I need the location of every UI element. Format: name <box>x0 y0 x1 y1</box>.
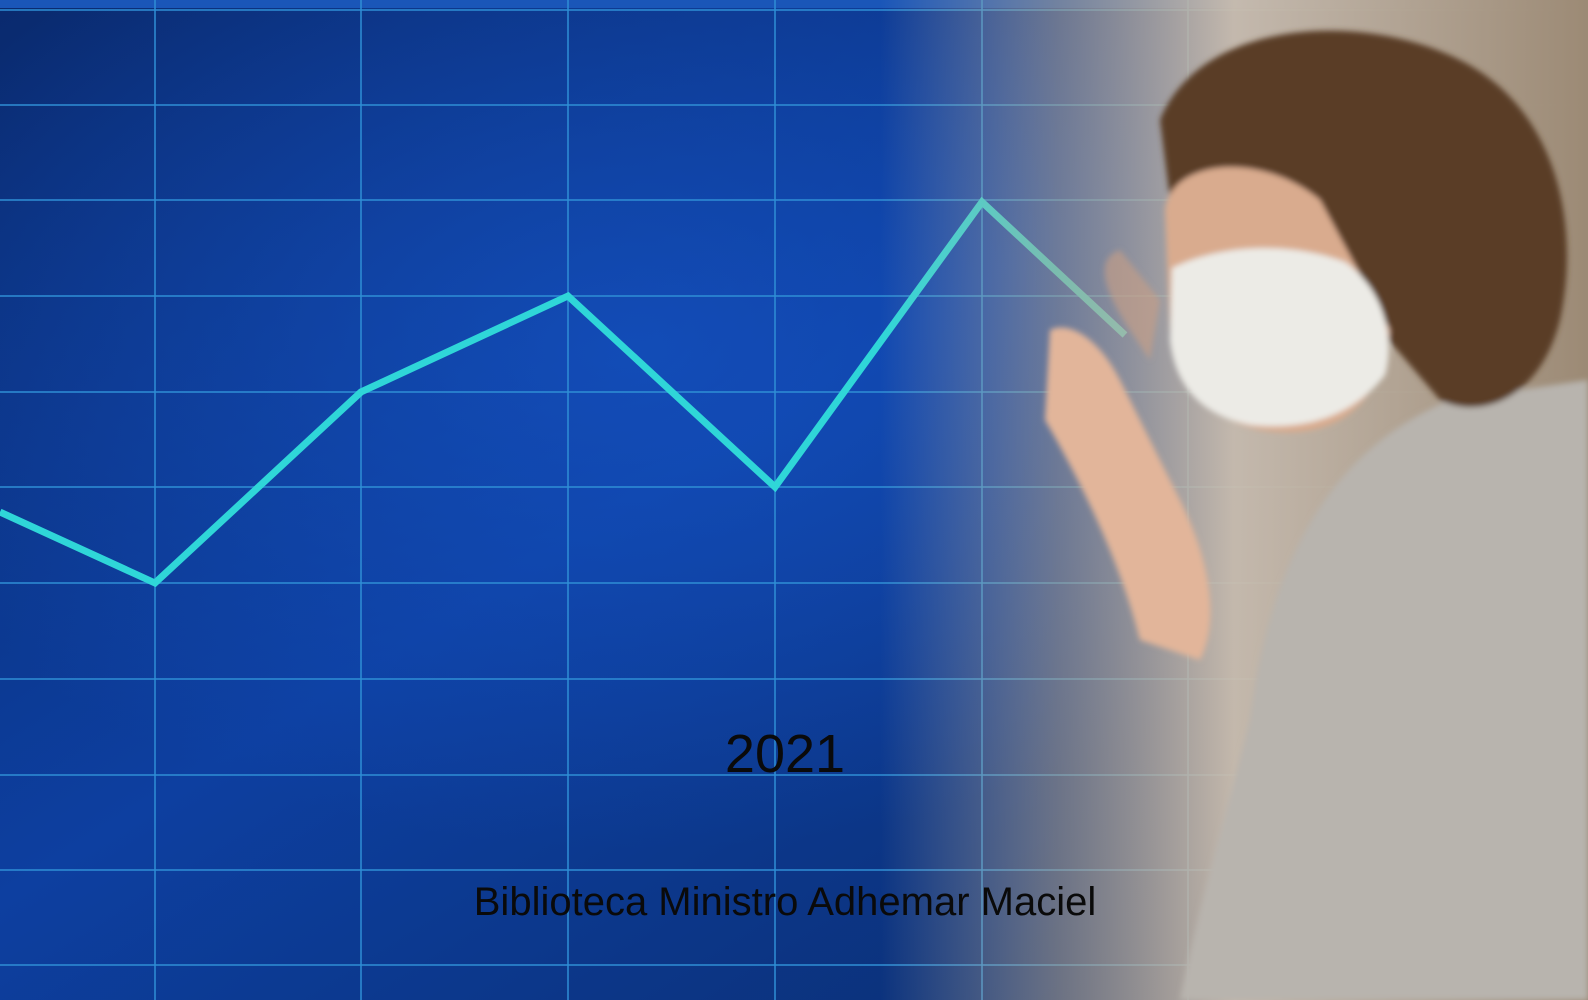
cover: 2021 Biblioteca Ministro Adhemar Maciel <box>0 0 1588 1000</box>
cover-year: 2021 <box>725 724 845 784</box>
page: 2021 Biblioteca Ministro Adhemar Maciel … <box>0 0 1588 1000</box>
cover-library: Biblioteca Ministro Adhemar Maciel <box>474 880 1096 924</box>
